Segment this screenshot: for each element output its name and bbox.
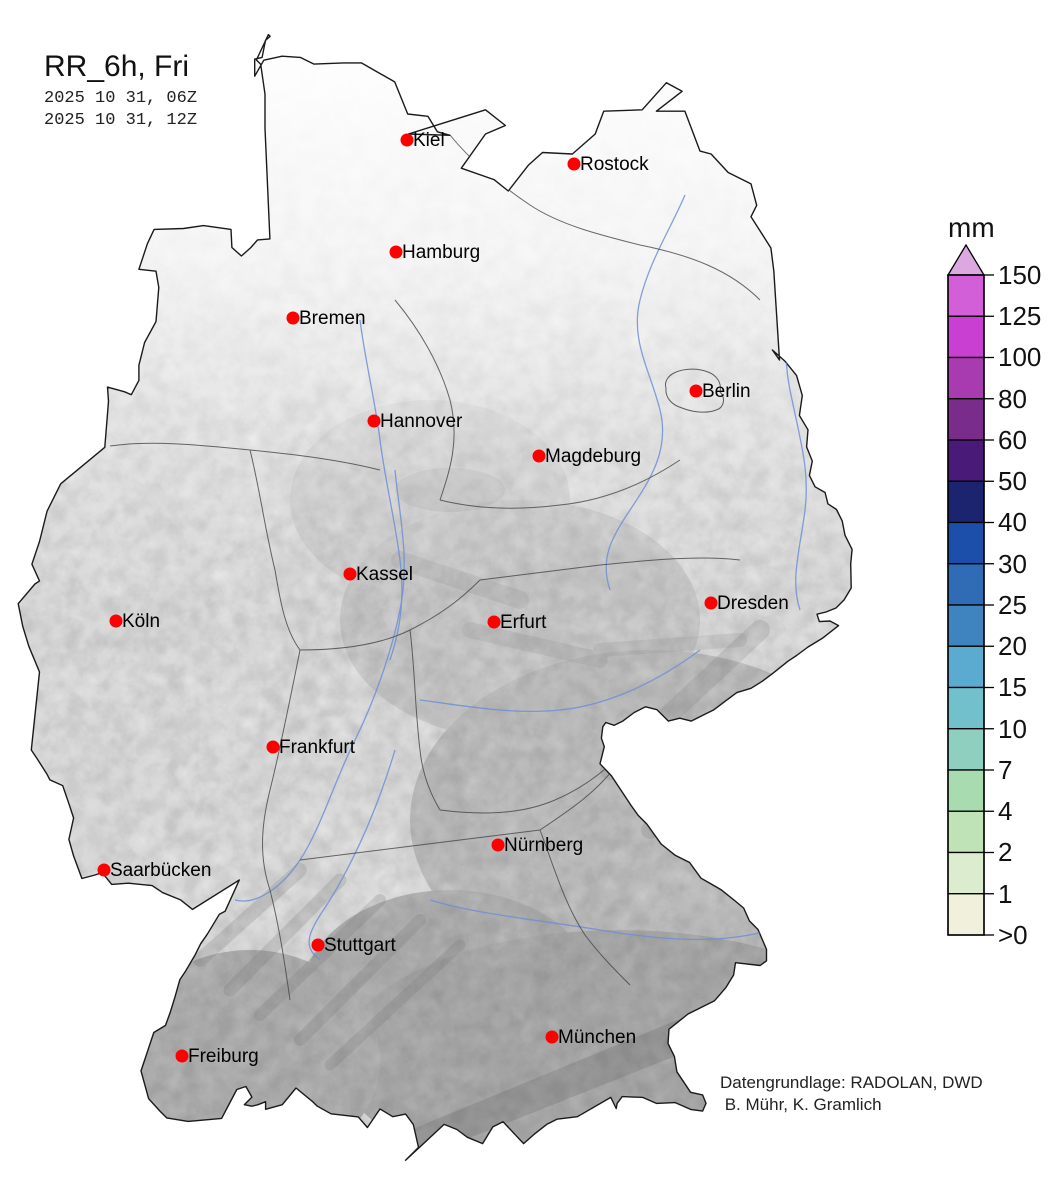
- svg-text:Köln: Köln: [122, 611, 160, 632]
- svg-text:Kiel: Kiel: [413, 130, 445, 151]
- svg-text:80: 80: [998, 384, 1027, 414]
- svg-text:>0: >0: [998, 920, 1028, 950]
- svg-text:Hamburg: Hamburg: [402, 242, 480, 263]
- svg-text:Dresden: Dresden: [717, 593, 789, 614]
- svg-text:15: 15: [998, 672, 1027, 702]
- svg-text:10: 10: [998, 714, 1027, 744]
- svg-text:20: 20: [998, 631, 1027, 661]
- svg-text:mm: mm: [948, 212, 995, 243]
- svg-text:Nürnberg: Nürnberg: [504, 835, 583, 856]
- svg-text:60: 60: [998, 425, 1027, 455]
- svg-text:Berlin: Berlin: [702, 381, 751, 402]
- svg-text:München: München: [558, 1027, 636, 1048]
- svg-text:7: 7: [998, 755, 1012, 785]
- svg-text:Magdeburg: Magdeburg: [545, 446, 641, 467]
- svg-text:Rostock: Rostock: [580, 154, 649, 175]
- svg-text:Freiburg: Freiburg: [188, 1046, 259, 1067]
- svg-text:Saarbücken: Saarbücken: [110, 860, 211, 881]
- svg-text:50: 50: [998, 466, 1027, 496]
- svg-text:Stuttgart: Stuttgart: [324, 935, 397, 956]
- svg-text:Frankfurt: Frankfurt: [279, 737, 356, 758]
- svg-text:Kassel: Kassel: [356, 564, 413, 585]
- svg-text:1: 1: [998, 879, 1012, 909]
- svg-text:125: 125: [998, 301, 1041, 331]
- svg-text:25: 25: [998, 590, 1027, 620]
- svg-text:30: 30: [998, 549, 1027, 579]
- svg-text:40: 40: [998, 507, 1027, 537]
- svg-text:2: 2: [998, 837, 1012, 867]
- svg-text:150: 150: [998, 260, 1041, 290]
- svg-text:100: 100: [998, 342, 1041, 372]
- svg-text:Hannover: Hannover: [380, 411, 463, 432]
- svg-text:4: 4: [998, 796, 1012, 826]
- svg-text:Bremen: Bremen: [299, 308, 366, 329]
- svg-text:Erfurt: Erfurt: [500, 612, 547, 633]
